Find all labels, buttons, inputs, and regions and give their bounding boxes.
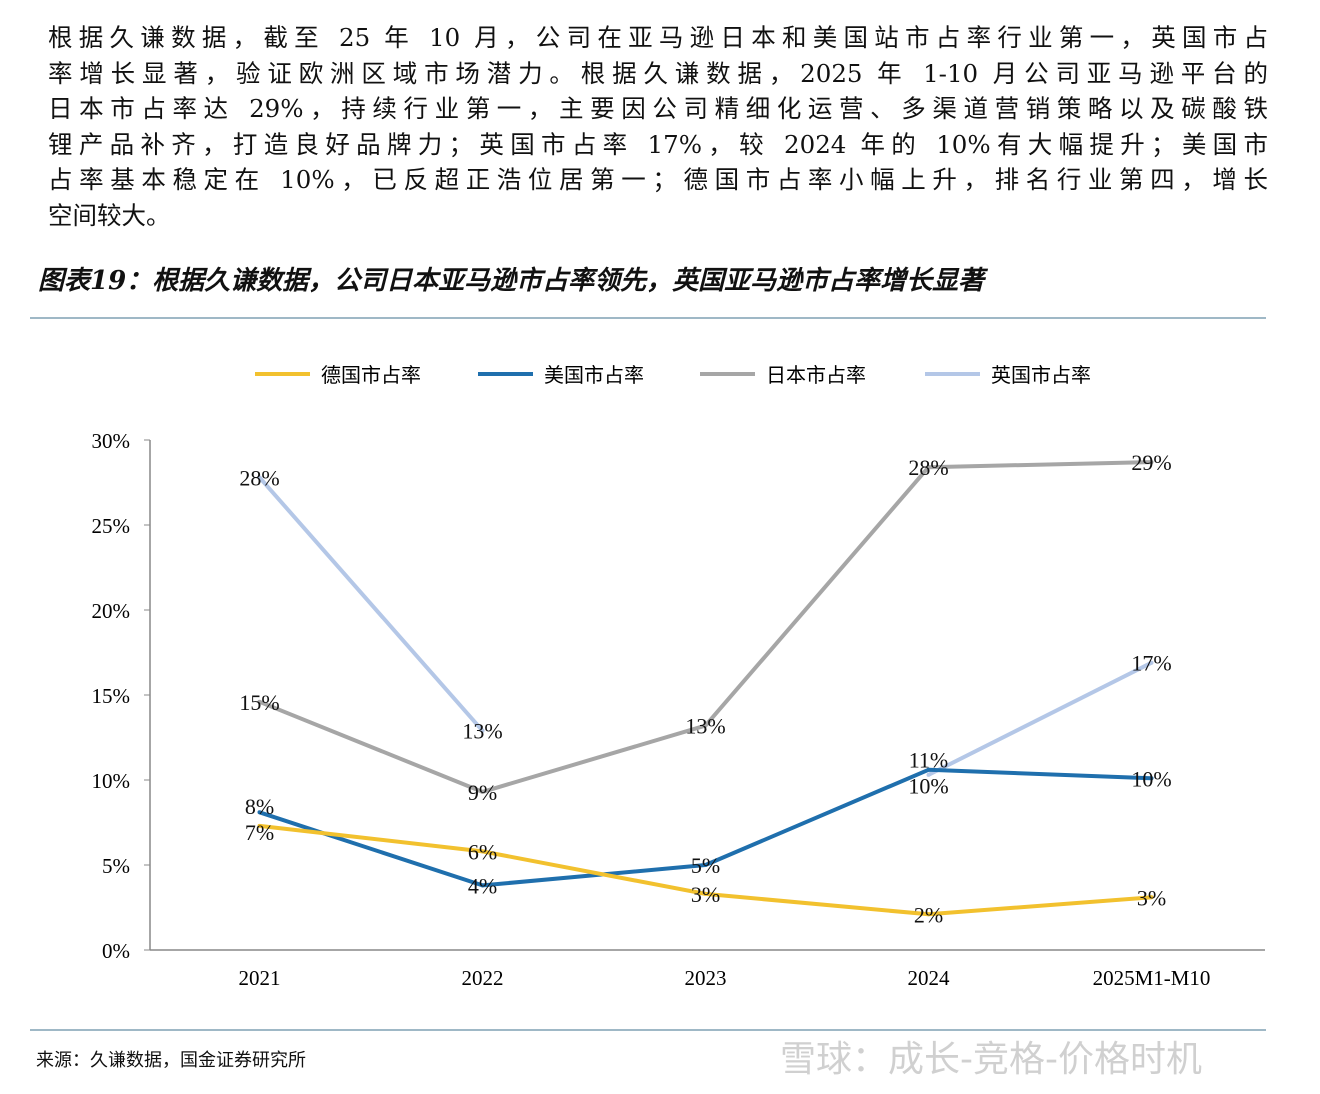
data-point [480,728,485,733]
data-label: 10% [908,773,948,798]
data-point [257,810,262,815]
data-point [926,767,931,772]
data-point [703,891,708,896]
paragraph-line: 锂产品补齐，打造良好品牌力；英国市占率 17%，较 2024 年的 10%有大幅… [48,129,1268,159]
data-label: 29% [1131,450,1171,475]
y-tick-label: 20% [92,599,131,623]
x-tick-label: 2024 [908,966,951,990]
data-point [926,465,931,470]
y-tick-label: 10% [92,769,131,793]
y-tick-label: 5% [102,854,130,878]
x-tick-label: 2021 [239,966,281,990]
bottom-divider [30,1029,1266,1031]
x-tick-label: 2025M1-M10 [1093,966,1211,990]
data-point [1149,895,1154,900]
paragraph-line: 率增长显著，验证欧洲区域市场潜力。根据久谦数据，2025 年 1-10 月公司亚… [48,58,1268,88]
series-line [257,476,485,733]
paragraph-line: 根据久谦数据，截至 25 年 10 月，公司在亚马逊日本和美国站市占率行业第一，… [48,23,1268,52]
legend-label: 英国市占率 [991,364,1091,387]
y-tick-label: 25% [92,514,131,538]
source-note: 来源：久谦数据，国金证券研究所 [36,1050,306,1071]
y-tick-label: 30% [92,429,131,453]
data-label: 13% [685,714,725,739]
data-label: 3% [691,882,720,907]
data-label: 9% [468,780,497,805]
data-point [1149,776,1154,781]
data-point [257,823,262,828]
data-label: 8% [245,794,274,819]
data-point [257,475,262,480]
data-point [1149,460,1154,465]
y-tick-label: 15% [92,684,131,708]
data-label: 15% [239,690,279,715]
data-label: 11% [909,747,949,772]
data-point [257,699,262,704]
x-tick-label: 2022 [462,966,504,990]
legend-label: 德国市占率 [321,364,421,387]
data-label: 28% [239,465,279,490]
paragraph-line: 空间较大。 [48,200,171,230]
data-label: 5% [691,853,720,878]
top-divider [30,317,1266,319]
data-label: 4% [468,873,497,898]
data-point [926,772,931,777]
watermark: 雪球：成长-竞格-价格时机 [780,1039,1202,1080]
data-label: 6% [468,839,497,864]
data-point [703,723,708,728]
data-label: 28% [908,455,948,480]
data-label: 7% [245,820,274,845]
data-point [926,912,931,917]
data-label: 2% [914,902,943,927]
y-tick-label: 0% [102,939,130,963]
data-label: 10% [1131,766,1171,791]
data-label: 17% [1131,651,1171,676]
figure-title: 图表19：根据久谦数据，公司日本亚马逊市占率领先，英国亚马逊市占率增长显著 [38,266,985,296]
legend-label: 日本市占率 [766,364,866,387]
data-point [480,849,485,854]
paragraph-line: 占率基本稳定在 10%，已反超正浩位居第一；德国市占率小幅上升，排名行业第四，增… [48,165,1268,194]
data-point [1149,660,1154,665]
body-paragraph: 根据久谦数据，截至 25 年 10 月，公司在亚马逊日本和美国站市占率行业第一，… [48,20,1268,233]
data-point [703,863,708,867]
paragraph-line: 日本市占率达 29%，持续行业第一，主要因公司精细化运营、多渠道营销策略以及碳酸… [48,94,1268,123]
x-tick-label: 2023 [685,966,727,990]
data-label: 13% [462,719,502,744]
legend-label: 美国市占率 [544,364,644,387]
data-label: 3% [1137,885,1166,910]
data-point [480,883,485,888]
data-point [480,789,485,794]
series-line [927,660,1153,777]
